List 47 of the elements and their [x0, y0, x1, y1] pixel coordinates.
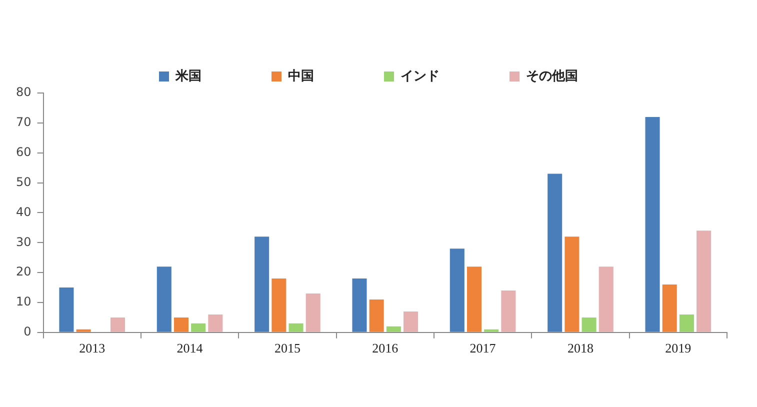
bar	[59, 288, 74, 332]
bar	[598, 266, 614, 332]
bar	[191, 323, 206, 332]
x-tick-label: 2013	[79, 340, 106, 356]
bar	[386, 326, 401, 332]
bar	[254, 236, 270, 332]
bar	[662, 284, 677, 332]
bar	[352, 278, 367, 332]
bar	[156, 266, 172, 332]
bar	[696, 230, 712, 332]
legend-label: 米国	[174, 68, 202, 84]
y-tick-label: 0	[24, 324, 32, 339]
y-tick-label: 10	[16, 294, 32, 309]
y-tick-label: 50	[16, 174, 32, 189]
y-tick-label: 20	[16, 264, 32, 279]
bar	[467, 266, 482, 332]
x-tick-label: 2017	[470, 340, 496, 356]
bar	[272, 278, 286, 332]
y-tick-label: 30	[16, 234, 32, 249]
bar	[484, 329, 499, 332]
x-tick-label: 2016	[372, 340, 399, 356]
x-tick-label: 2014	[176, 340, 204, 356]
bar	[306, 294, 320, 332]
y-tick-label: 40	[16, 204, 32, 219]
bar	[679, 314, 694, 332]
bar	[288, 323, 304, 332]
x-tick-label: 2018	[567, 340, 594, 356]
bar	[548, 174, 562, 332]
bar	[208, 314, 223, 332]
bar	[369, 299, 384, 332]
bar	[582, 317, 596, 332]
legend-label: その他国	[526, 68, 578, 84]
bar	[645, 116, 660, 332]
x-tick-label: 2015	[274, 340, 300, 356]
legend-label: インド	[400, 68, 440, 84]
bar	[174, 317, 188, 332]
bar	[110, 317, 126, 332]
y-tick-label: 80	[16, 85, 32, 100]
bar	[564, 236, 580, 332]
y-tick-label: 70	[16, 115, 32, 130]
bar	[404, 311, 418, 332]
legend-label: 中国	[288, 68, 314, 84]
y-tick-label: 60	[16, 144, 32, 159]
bar	[76, 329, 91, 332]
bar	[501, 290, 516, 332]
bar	[450, 248, 464, 332]
x-tick-label: 2019	[665, 340, 692, 356]
